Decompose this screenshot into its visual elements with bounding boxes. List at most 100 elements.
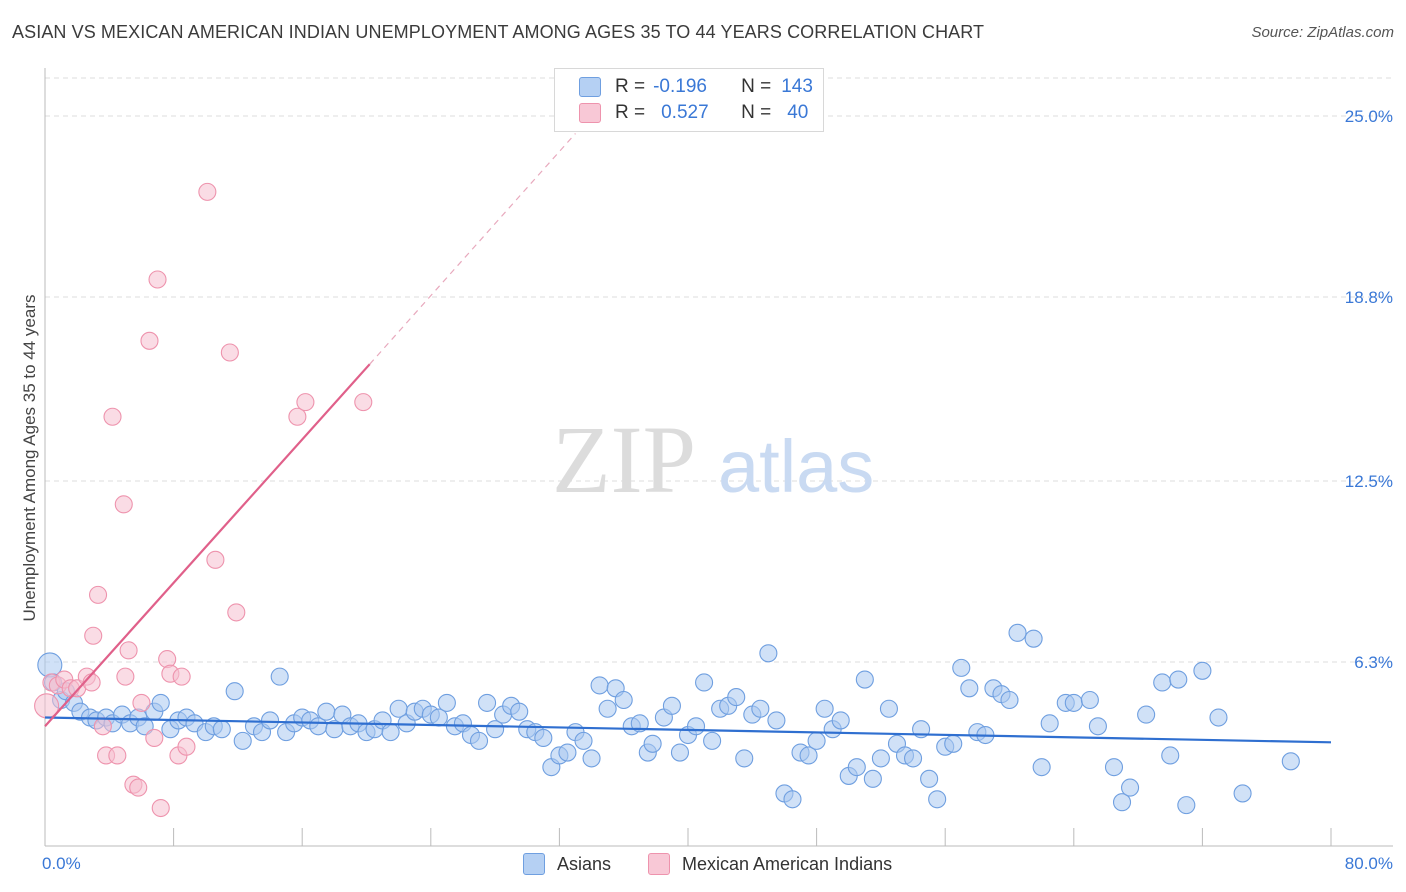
mexican-point [151,798,170,818]
asian-trend-line [44,716,1332,744]
x-tick-label: 0.0% [42,854,81,873]
asian-point [614,690,633,710]
asian-point [630,714,649,733]
watermark: ZIP atlas [552,406,874,513]
asian-point [582,749,601,768]
asian-point [920,769,939,788]
asian-point [1104,758,1124,777]
asian-point [831,711,850,730]
mexican-point [148,270,167,289]
asian-point [1088,717,1107,736]
legend-box: R = -0.196 N = 143 R = 0.527 N = 40 [554,68,824,132]
asian-point [212,720,231,739]
asian-point [1112,793,1132,812]
asian-point [1233,784,1252,803]
asian-point [225,682,244,701]
mexican-point [103,407,122,426]
asian-point [1024,629,1043,648]
mexican-point [88,585,108,604]
mexican-point [93,717,112,736]
asian-point [437,693,456,712]
y-tick-label: 25.0% [1345,107,1393,126]
asian-point [727,688,746,707]
legend-swatch-mexican [579,103,601,123]
legend-n-label: N = [741,76,772,97]
grid-lines [45,77,1393,663]
asian-point [703,731,722,750]
bottom-legend-swatch-asians [523,853,545,875]
bottom-legend-label-asians: Asians [557,853,612,874]
mexican-point [172,667,191,686]
asian-point [510,702,529,721]
y-tick-label: 18.8% [1345,288,1393,307]
asian-point [783,790,802,809]
asian-point [317,702,336,721]
mexican-point [84,626,103,645]
mexican-point [288,407,307,426]
asian-point [469,731,489,750]
asian-point [847,758,866,777]
asian-point [855,670,874,689]
legend-r-value-mexican: 0.527 [661,102,709,123]
mexican-trend-line [44,363,371,728]
asian-point [1032,758,1051,777]
asian-point [1161,746,1180,765]
asian-point [751,699,770,718]
mexican-trend-extension [369,133,576,365]
mexican-point [129,778,148,797]
asian-point [735,749,754,768]
asian-point [590,676,609,695]
bottom-legend-swatch-mexican [648,853,670,875]
asian-point [944,734,963,753]
x-tick-label: 80.0% [1345,854,1393,873]
y-tick-label: 6.3% [1354,653,1393,672]
asian-point [1177,796,1196,815]
asian-point [952,658,971,677]
legend-n-value-asians: 143 [781,76,813,97]
mexican-point [145,728,164,748]
mexican-point [119,641,138,660]
watermark-zip: ZIP [552,406,696,513]
asian-point [1193,661,1212,680]
source-note: Source: ZipAtlas.com [1251,24,1394,41]
tick-labels: 6.3% 12.5% 18.8% 25.0% 0.0% 80.0% [42,107,1393,873]
legend-row-mexican: R = 0.527 N = 40 [579,101,808,125]
mexican-point [198,182,217,201]
legend-swatch-asians [579,77,601,97]
asian-point [534,728,553,748]
asian-point [807,731,826,750]
asian-point [879,699,898,718]
asian-point [695,673,714,692]
legend-r-value-asians: -0.196 [653,76,707,97]
legend-n-value-mexican: 40 [787,102,809,123]
asian-point [598,699,617,718]
asian-point [1153,673,1172,692]
trend-lines [44,133,1332,744]
mexican-point [296,393,315,412]
mexican-point [354,393,373,412]
asian-point [1064,693,1083,712]
mexican-point [177,737,196,756]
mexican-point [220,343,239,362]
asian-point [1169,670,1188,689]
asian-point [574,731,593,750]
bottom-legend-label-mexican: Mexican American Indians [682,853,893,874]
asian-point [1080,690,1099,710]
asian-point [1040,714,1059,733]
asian-point [486,720,505,739]
asian-point [960,679,979,698]
asian-point [260,711,280,730]
asian-point [928,790,947,809]
asian-point [662,696,681,715]
asian-point [1209,708,1228,727]
legend-row-asians: R = -0.196 N = 143 [579,75,813,99]
asian-point [767,711,786,730]
asian-point [759,644,778,663]
asian-point [1000,690,1019,710]
mexican-point [158,650,177,669]
asian-point [903,749,923,768]
asian-point [1008,623,1027,642]
legend-n-label: N = [741,102,772,123]
watermark-atlas: atlas [718,425,874,508]
